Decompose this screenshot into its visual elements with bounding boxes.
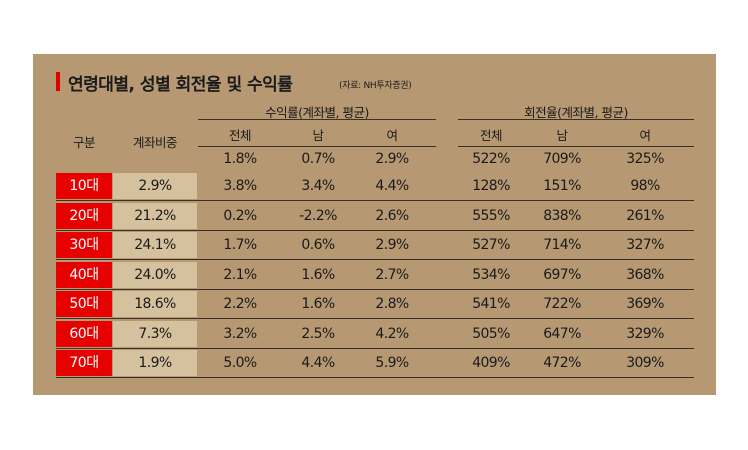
- turnover-sub-male: 남: [556, 128, 568, 143]
- returns-header-rule: [198, 119, 436, 120]
- overall-turnover-cell: 325%: [626, 151, 664, 167]
- row-divider: [56, 377, 694, 378]
- returns-cell: 4.2%: [375, 326, 409, 342]
- turnover-cell: 327%: [626, 237, 664, 253]
- turnover-cell: 309%: [626, 355, 664, 371]
- source-note: (자료: NH투자증권): [339, 81, 412, 91]
- returns-cell: 1.7%: [223, 237, 257, 253]
- table-title: 연령대별, 성별 회전율 및 수익률: [68, 75, 293, 95]
- returns-cell: 2.1%: [223, 267, 257, 283]
- turnover-cell: 369%: [626, 296, 664, 312]
- turnover-cell: 151%: [543, 178, 581, 194]
- turnover-cell: 534%: [472, 267, 510, 283]
- turnover-cell: 722%: [543, 296, 581, 312]
- share-header: 계좌비중: [132, 135, 178, 150]
- turnover-cell: 128%: [472, 178, 510, 194]
- returns-sub-male: 남: [312, 128, 324, 143]
- turnover-cell: 527%: [472, 237, 510, 253]
- returns-cell: 1.6%: [301, 267, 335, 283]
- row-divider: [56, 289, 694, 290]
- age-group-cell: 50대: [56, 291, 112, 317]
- returns-cell: 2.5%: [301, 326, 335, 342]
- group-header: 구분: [72, 135, 96, 150]
- returns-cell: 4.4%: [375, 178, 409, 194]
- account-share-cell: 24.1%: [113, 232, 197, 258]
- turnover-cell: 368%: [626, 267, 664, 283]
- returns-cell: 3.8%: [223, 178, 257, 194]
- account-share-cell: 24.0%: [113, 262, 197, 288]
- turnover-sub-all: 전체: [479, 128, 503, 143]
- turnover-group-header: 회전율(계좌별, 평균): [524, 105, 628, 120]
- returns-sub-all: 전체: [228, 128, 252, 143]
- returns-sub-female: 여: [386, 128, 398, 143]
- account-share-cell: 2.9%: [113, 173, 197, 199]
- account-share-cell: 21.2%: [113, 203, 197, 229]
- returns-cell: 5.0%: [223, 355, 257, 371]
- turnover-cell: 472%: [543, 355, 581, 371]
- turnover-cell: 555%: [472, 208, 510, 224]
- turnover-header-rule: [458, 119, 694, 120]
- age-group-cell: 20대: [56, 203, 112, 229]
- row-divider: [56, 230, 694, 231]
- returns-cell: 2.2%: [223, 296, 257, 312]
- turnover-cell: 838%: [543, 208, 581, 224]
- age-group-cell: 40대: [56, 262, 112, 288]
- returns-group-header: 수익률(계좌별, 평균): [265, 105, 369, 120]
- age-group-cell: 70대: [56, 350, 112, 376]
- returns-cell: 2.6%: [375, 208, 409, 224]
- turnover-cell: 714%: [543, 237, 581, 253]
- turnover-cell: 505%: [472, 326, 510, 342]
- overall-turnover-cell: 522%: [472, 151, 510, 167]
- returns-cell: 5.9%: [375, 355, 409, 371]
- returns-cell: 0.2%: [223, 208, 257, 224]
- account-share-cell: 7.3%: [113, 321, 197, 347]
- age-group-cell: 60대: [56, 321, 112, 347]
- returns-cell: 4.4%: [301, 355, 335, 371]
- returns-cell: 3.2%: [223, 326, 257, 342]
- row-divider: [56, 259, 694, 260]
- returns-cell: 2.7%: [375, 267, 409, 283]
- age-group-cell: 30대: [56, 232, 112, 258]
- turnover-cell: 409%: [472, 355, 510, 371]
- turnover-cell: 541%: [472, 296, 510, 312]
- returns-cell: 2.8%: [375, 296, 409, 312]
- account-share-cell: 18.6%: [113, 291, 197, 317]
- returns-cell: 0.6%: [301, 237, 335, 253]
- subheader-rule-returns: [198, 146, 436, 147]
- turnover-cell: 697%: [543, 267, 581, 283]
- returns-cell: -2.2%: [299, 208, 337, 224]
- overall-returns-cell: 1.8%: [223, 151, 257, 167]
- turnover-cell: 98%: [630, 178, 660, 194]
- returns-cell: 1.6%: [301, 296, 335, 312]
- row-divider: [56, 348, 694, 349]
- age-group-cell: 10대: [56, 173, 112, 199]
- turnover-sub-female: 여: [639, 128, 651, 143]
- returns-cell: 2.9%: [375, 237, 409, 253]
- overall-returns-cell: 2.9%: [375, 151, 409, 167]
- subheader-rule-turnover: [458, 146, 694, 147]
- overall-returns-cell: 0.7%: [301, 151, 335, 167]
- turnover-cell: 329%: [626, 326, 664, 342]
- turnover-cell: 261%: [626, 208, 664, 224]
- overall-turnover-cell: 709%: [543, 151, 581, 167]
- account-share-cell: 1.9%: [113, 350, 197, 376]
- row-divider: [56, 200, 694, 201]
- row-divider: [56, 318, 694, 319]
- returns-cell: 3.4%: [301, 178, 335, 194]
- title-accent-bar: [56, 72, 60, 91]
- turnover-cell: 647%: [543, 326, 581, 342]
